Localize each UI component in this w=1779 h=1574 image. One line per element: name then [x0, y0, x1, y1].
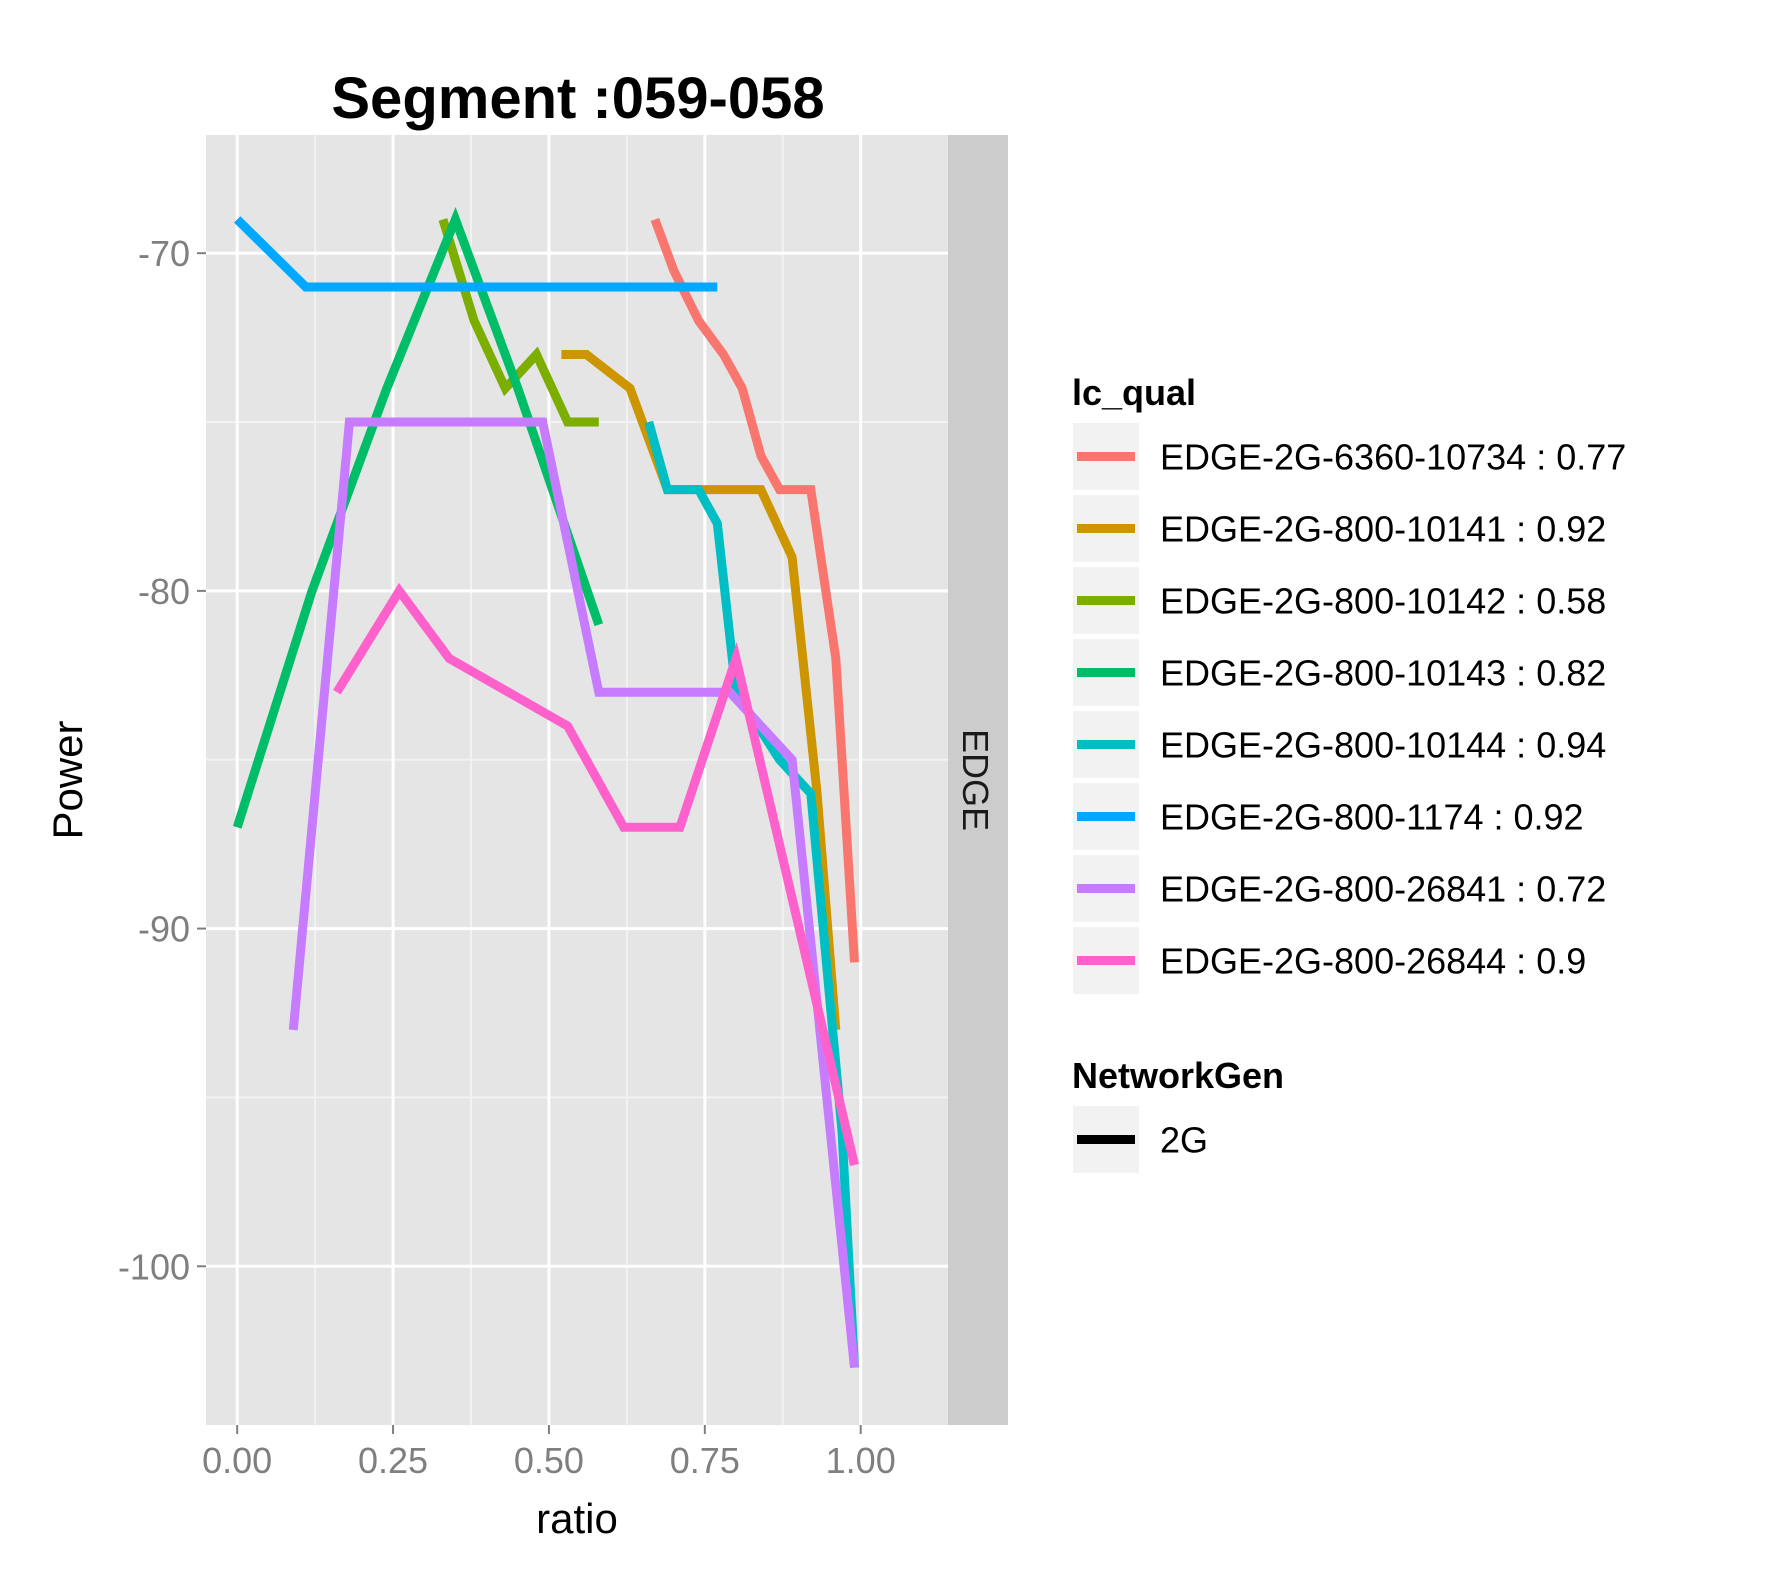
y-tick-label: -100: [118, 1246, 190, 1287]
legend-entry-label: EDGE-2G-6360-10734 : 0.77: [1160, 437, 1626, 478]
facet-strip-label: EDGE: [955, 729, 996, 831]
legend-entry-label: EDGE-2G-800-10142 : 0.58: [1160, 581, 1606, 622]
facet-strip: [948, 135, 1008, 1425]
series-line-3: [438, 218, 599, 427]
series-line-4: [232, 206, 604, 829]
series-line-7: [288, 417, 859, 1369]
legend-title-1: lc_qual: [1072, 372, 1196, 413]
x-axis-ticks: 0.00 0.25 0.50 0.75 1.00: [202, 1425, 896, 1481]
chart-title: Segment :059-058: [331, 66, 824, 131]
minor-gridlines: [206, 135, 948, 1425]
x-tick-label: 1.00: [826, 1440, 896, 1481]
series-line-8: [333, 582, 859, 1167]
x-tick-label: 0.50: [514, 1440, 584, 1481]
x-tick-label: 0.25: [358, 1440, 428, 1481]
y-tick-label: -90: [138, 909, 190, 950]
series-line-2: [561, 350, 841, 1031]
series-line-6: [234, 216, 718, 292]
x-axis-label: ratio: [536, 1495, 618, 1542]
y-tick-label: -70: [138, 233, 190, 274]
legend: lc_qual EDGE-2G-6360-10734 : 0.77 EDGE-2G-…: [1071, 372, 1626, 1175]
x-tick-label: 0.75: [670, 1440, 740, 1481]
legend-entry-label: EDGE-2G-800-26844 : 0.9: [1160, 941, 1586, 982]
y-axis-ticks: -70 -80 -90 -100: [118, 233, 206, 1287]
y-axis-label: Power: [44, 720, 91, 839]
legend-entry-label: EDGE-2G-800-1174 : 0.92: [1160, 797, 1584, 838]
x-tick-label: 0.00: [202, 1440, 272, 1481]
legend-entry-label: EDGE-2G-800-10143 : 0.82: [1160, 653, 1606, 694]
legend-entry-label: 2G: [1160, 1120, 1208, 1161]
series-line-1: [650, 217, 859, 963]
legend-entry-label: EDGE-2G-800-10141 : 0.92: [1160, 509, 1606, 550]
legend-title-2: NetworkGen: [1072, 1055, 1284, 1096]
legend-entry-label: EDGE-2G-800-10144 : 0.94: [1160, 725, 1606, 766]
y-tick-label: -80: [138, 571, 190, 612]
series-line-5: [644, 420, 859, 1368]
data-series: [232, 206, 859, 1369]
legend-entry-label: EDGE-2G-800-26841 : 0.72: [1160, 869, 1606, 910]
